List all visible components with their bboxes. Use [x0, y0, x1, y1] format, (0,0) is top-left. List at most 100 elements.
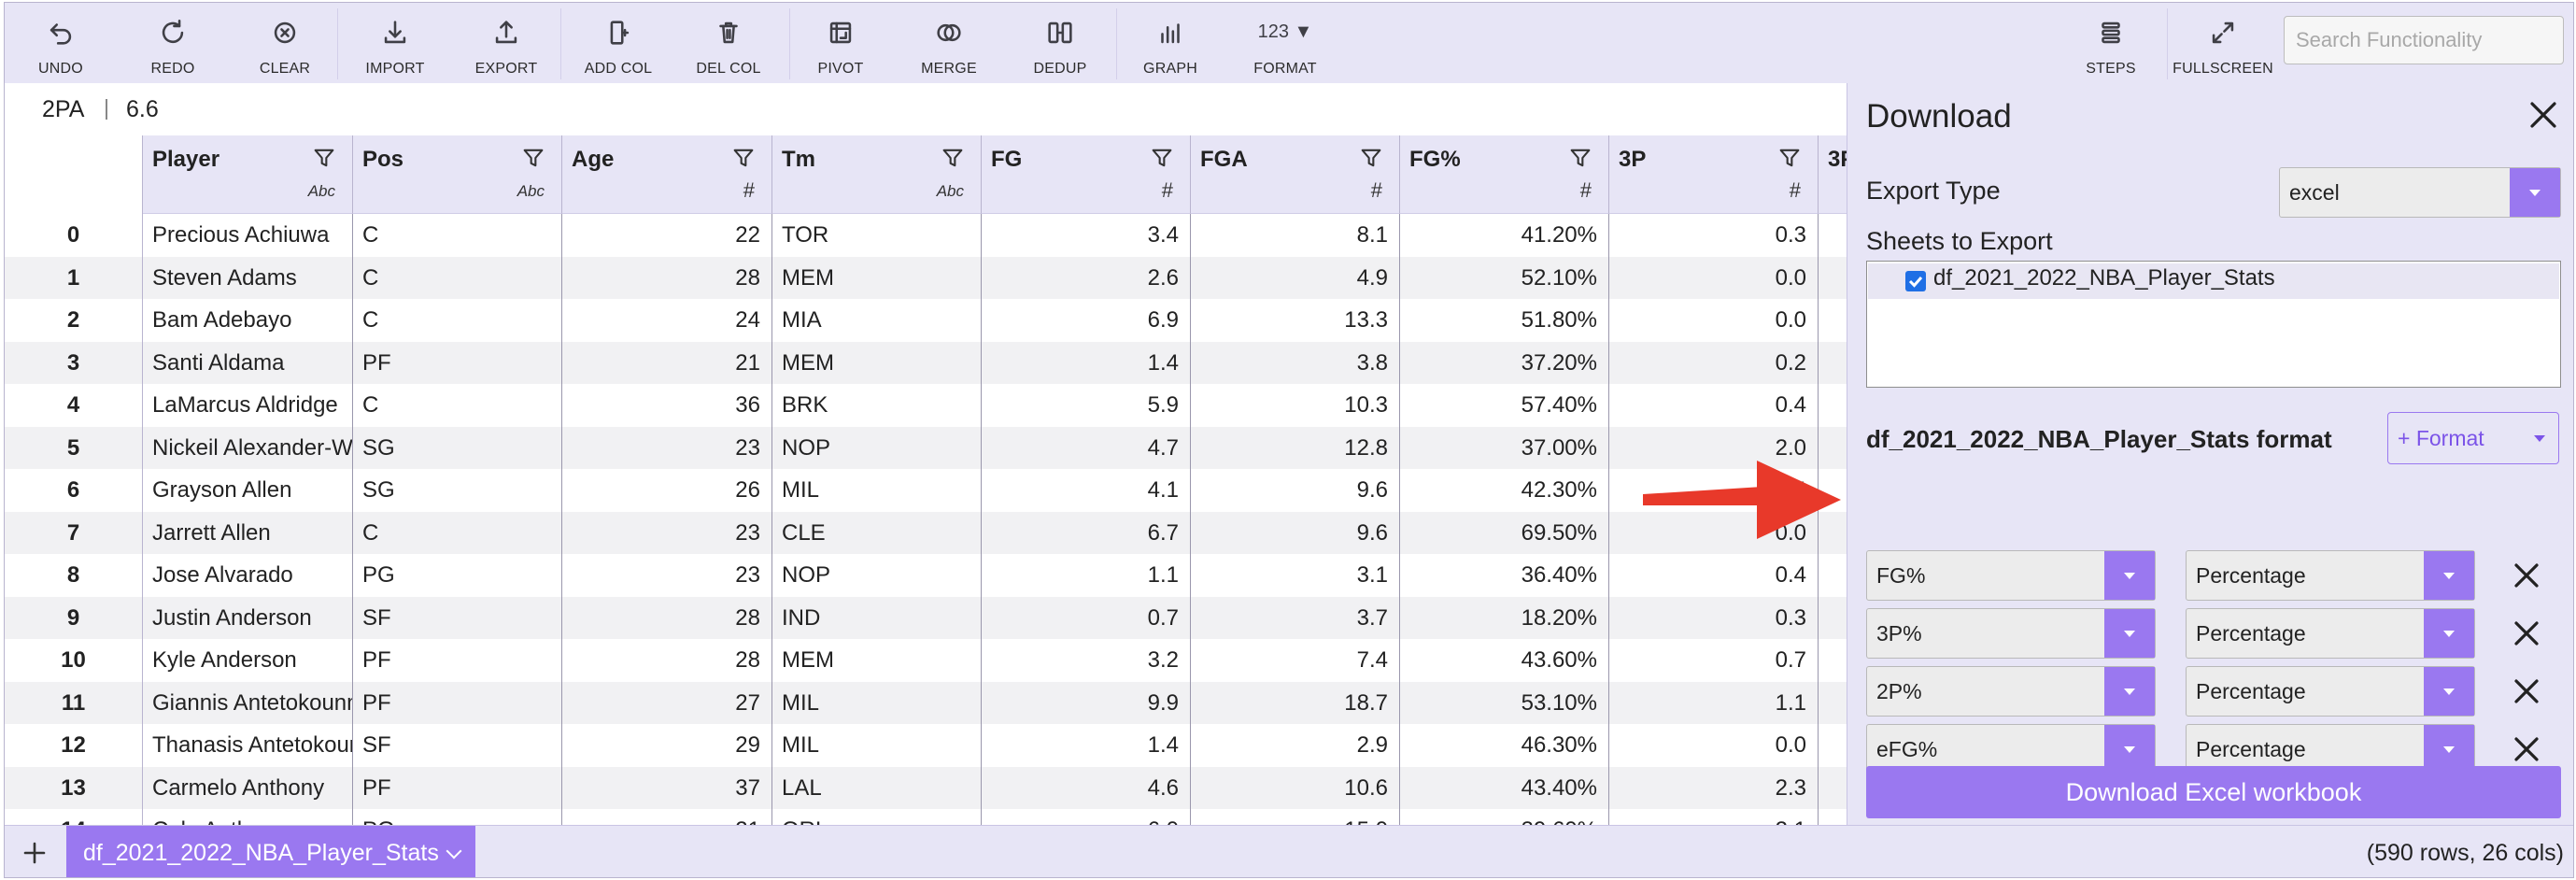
- table-cell[interactable]: Giannis Antetokounmpo: [143, 681, 353, 724]
- table-cell[interactable]: 10.3: [1191, 384, 1400, 427]
- filter-icon[interactable]: [1358, 145, 1384, 171]
- table-cell[interactable]: 0.0: [1609, 256, 1819, 299]
- table-cell[interactable]: MIL: [772, 469, 982, 512]
- merge-button[interactable]: MERGE: [912, 3, 986, 83]
- sheet-tab[interactable]: df_2021_2022_NBA_Player_Stats: [66, 826, 475, 877]
- table-cell[interactable]: MIA: [772, 299, 982, 342]
- table-cell[interactable]: 52.10%: [1400, 256, 1609, 299]
- row-index[interactable]: 7: [5, 511, 143, 554]
- table-cell[interactable]: 3.4: [982, 214, 1191, 257]
- filter-icon[interactable]: [940, 145, 966, 171]
- table-cell[interactable]: SG: [353, 426, 562, 469]
- table-cell[interactable]: PG: [353, 809, 562, 825]
- table-cell[interactable]: 6.7: [982, 511, 1191, 554]
- table-cell[interactable]: 28: [562, 596, 772, 639]
- filter-icon[interactable]: [1567, 145, 1593, 171]
- table-cell[interactable]: SF: [353, 724, 562, 767]
- export-type-select[interactable]: excel: [2279, 167, 2561, 218]
- table-cell[interactable]: 23: [562, 511, 772, 554]
- table-cell[interactable]: C: [353, 299, 562, 342]
- chevron-down-icon[interactable]: [446, 843, 462, 859]
- table-cell[interactable]: 21: [562, 809, 772, 825]
- row-index[interactable]: 9: [5, 596, 143, 639]
- row-index[interactable]: 8: [5, 554, 143, 597]
- row-index[interactable]: 14: [5, 809, 143, 825]
- add-col-button[interactable]: ADD COL: [576, 3, 660, 83]
- table-cell[interactable]: 2.1: [1609, 809, 1819, 825]
- table-cell[interactable]: NOP: [772, 554, 982, 597]
- table-cell[interactable]: PG: [353, 554, 562, 597]
- table-cell[interactable]: 43.40%: [1400, 766, 1609, 809]
- column-header[interactable]: FGA #: [1191, 135, 1400, 214]
- column-header[interactable]: Age #: [562, 135, 772, 214]
- table-cell[interactable]: 2.3: [1609, 766, 1819, 809]
- table-cell[interactable]: 7.4: [1191, 639, 1400, 682]
- search-input[interactable]: [2285, 17, 2563, 64]
- table-cell[interactable]: LAL: [772, 766, 982, 809]
- table-cell[interactable]: 0.0: [1609, 724, 1819, 767]
- table-cell[interactable]: 39.60%: [1400, 809, 1609, 825]
- table-cell[interactable]: 27: [562, 681, 772, 724]
- add-format-button[interactable]: + Format: [2387, 412, 2559, 464]
- row-index[interactable]: 2: [5, 299, 143, 342]
- table-cell[interactable]: 42.30%: [1400, 469, 1609, 512]
- table-cell[interactable]: 1.1: [982, 554, 1191, 597]
- table-cell[interactable]: 9.6: [1191, 511, 1400, 554]
- row-index[interactable]: 5: [5, 426, 143, 469]
- column-header[interactable]: Pos Abc: [353, 135, 562, 214]
- table-cell[interactable]: Cole Anthony: [143, 809, 353, 825]
- table-cell[interactable]: 53.10%: [1400, 681, 1609, 724]
- column-header[interactable]: Tm Abc: [772, 135, 982, 214]
- table-cell[interactable]: 22: [562, 214, 772, 257]
- sheet-list-item[interactable]: df_2021_2022_NBA_Player_Stats: [1868, 263, 2559, 299]
- table-cell[interactable]: 6.9: [982, 299, 1191, 342]
- table-cell[interactable]: 10.6: [1191, 766, 1400, 809]
- table-cell[interactable]: NOP: [772, 426, 982, 469]
- table-cell[interactable]: 0.4: [1609, 554, 1819, 597]
- table-cell[interactable]: 0.0: [1609, 299, 1819, 342]
- table-cell[interactable]: 0.4: [1609, 384, 1819, 427]
- table-cell[interactable]: 4.7: [982, 426, 1191, 469]
- remove-format-button[interactable]: [2508, 673, 2545, 710]
- table-cell[interactable]: 0.3: [1609, 596, 1819, 639]
- table-cell[interactable]: 13.3: [1191, 299, 1400, 342]
- table-cell[interactable]: 1.4: [982, 724, 1191, 767]
- table-cell[interactable]: 28: [562, 256, 772, 299]
- table-cell[interactable]: 23: [562, 554, 772, 597]
- table-cell[interactable]: Bam Adebayo: [143, 299, 353, 342]
- table-cell[interactable]: 0.2: [1609, 341, 1819, 384]
- filter-icon[interactable]: [311, 145, 337, 171]
- table-cell[interactable]: 5.9: [982, 384, 1191, 427]
- format-type-select[interactable]: Percentage: [2186, 666, 2475, 717]
- filter-icon[interactable]: [1776, 145, 1803, 171]
- table-cell[interactable]: 46.30%: [1400, 724, 1609, 767]
- table-cell[interactable]: LaMarcus Aldridge: [143, 384, 353, 427]
- table-cell[interactable]: 9.6: [1191, 469, 1400, 512]
- import-button[interactable]: IMPORT: [358, 3, 432, 83]
- table-cell[interactable]: SF: [353, 596, 562, 639]
- row-index[interactable]: 4: [5, 384, 143, 427]
- remove-format-button[interactable]: [2508, 731, 2545, 768]
- clear-button[interactable]: CLEAR: [248, 3, 322, 83]
- table-cell[interactable]: C: [353, 214, 562, 257]
- table-cell[interactable]: 24: [562, 299, 772, 342]
- table-cell[interactable]: 0.7: [1609, 639, 1819, 682]
- table-cell[interactable]: MIL: [772, 724, 982, 767]
- selected-cell-value[interactable]: 6.6: [126, 96, 159, 122]
- table-cell[interactable]: 0.7: [982, 596, 1191, 639]
- table-cell[interactable]: 3.2: [982, 639, 1191, 682]
- table-cell[interactable]: 4.9: [1191, 256, 1400, 299]
- table-cell[interactable]: 12.8: [1191, 426, 1400, 469]
- column-header[interactable]: FG #: [982, 135, 1191, 214]
- row-index[interactable]: 11: [5, 681, 143, 724]
- column-header[interactable]: 3P #: [1609, 135, 1819, 214]
- table-cell[interactable]: BRK: [772, 384, 982, 427]
- table-cell[interactable]: 41.20%: [1400, 214, 1609, 257]
- table-cell[interactable]: 37.00%: [1400, 426, 1609, 469]
- format-column-select[interactable]: 3P%: [1866, 608, 2156, 659]
- dedup-button[interactable]: DEDUP: [1023, 3, 1097, 83]
- table-cell[interactable]: Grayson Allen: [143, 469, 353, 512]
- filter-icon[interactable]: [730, 145, 757, 171]
- table-cell[interactable]: 3.7: [1191, 596, 1400, 639]
- format-type-select[interactable]: Percentage: [2186, 550, 2475, 601]
